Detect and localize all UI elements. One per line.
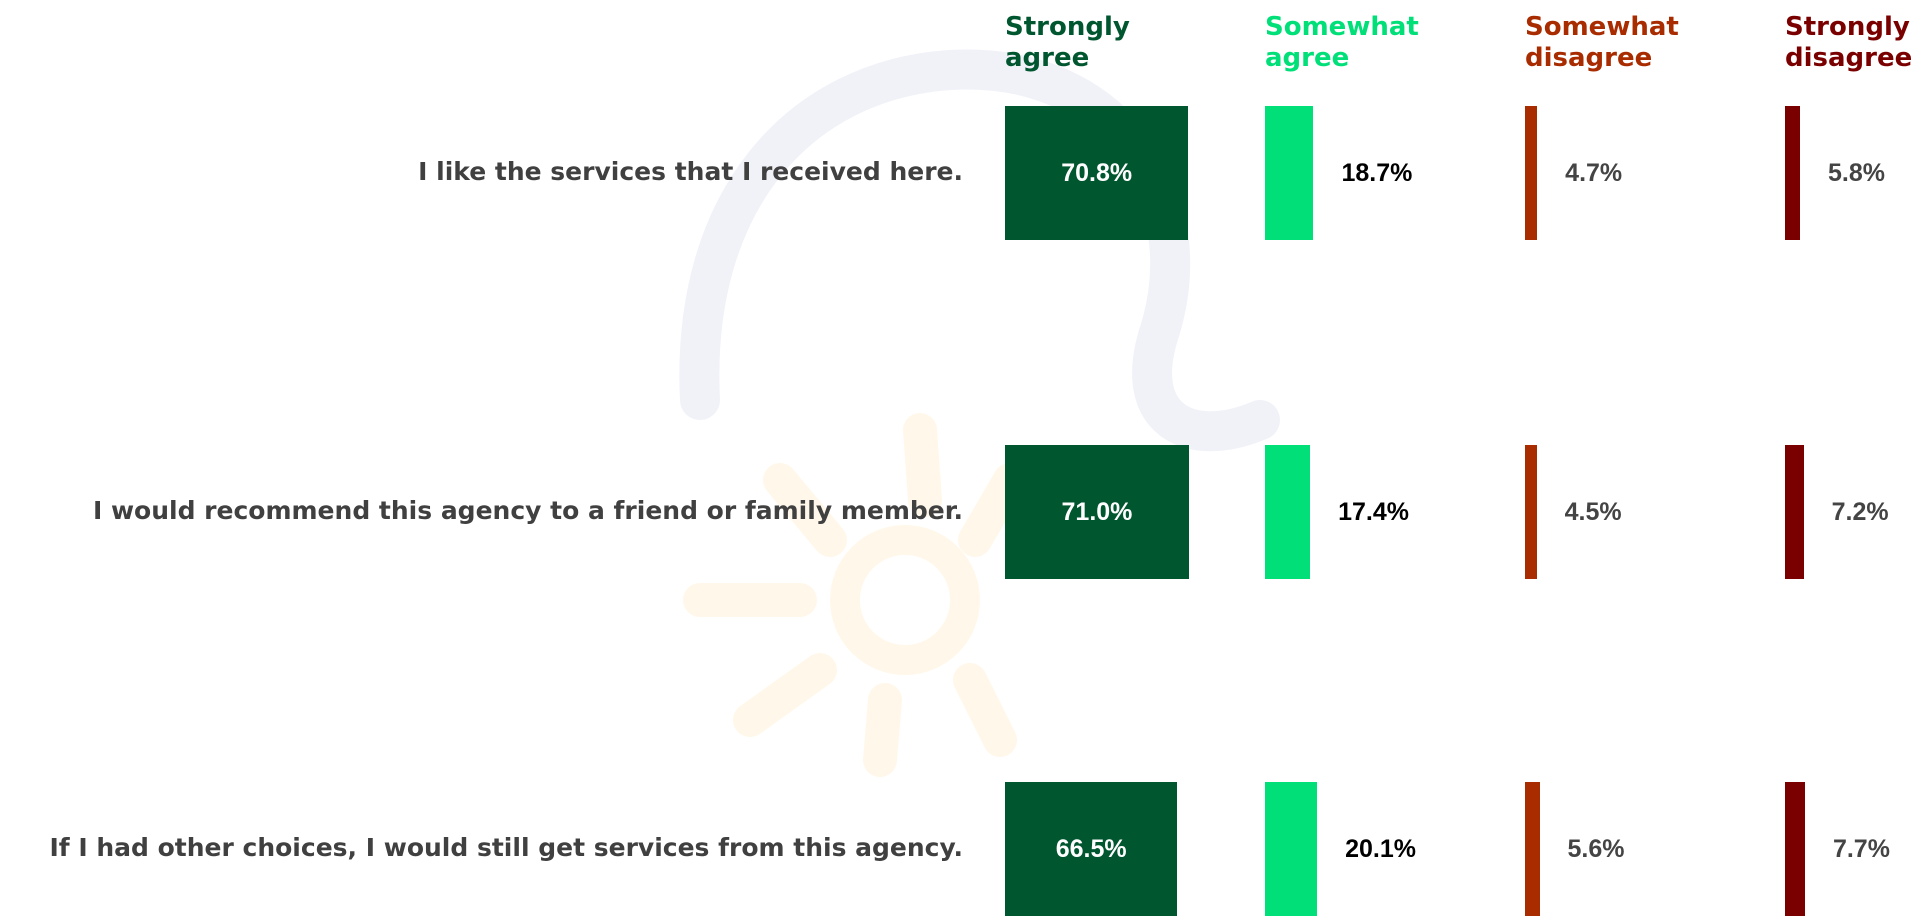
value-label: 70.8% (1061, 159, 1133, 187)
series-header: Strongly agree (1005, 12, 1130, 73)
value-label: 5.8% (1828, 159, 1885, 187)
bar (1265, 782, 1318, 916)
value-label: 4.7% (1565, 159, 1623, 187)
value-label: 17.4% (1338, 498, 1409, 526)
value-label: 7.7% (1832, 835, 1890, 863)
bar (1785, 106, 1801, 240)
bar (1005, 445, 1189, 579)
category-label: I like the services that I received here… (418, 157, 963, 186)
bar (1785, 782, 1805, 916)
bar (1785, 445, 1804, 579)
series-header: Somewhat disagree (1525, 12, 1679, 73)
value-label: 7.2% (1831, 498, 1889, 526)
bar (1525, 106, 1538, 240)
value-label: 18.7% (1341, 159, 1413, 187)
value-label: 4.5% (1564, 498, 1622, 526)
value-label: 20.1% (1345, 835, 1416, 863)
bar (1005, 106, 1189, 240)
bar (1265, 445, 1311, 579)
value-label: 66.5% (1055, 835, 1127, 863)
bar (1525, 782, 1540, 916)
category-label: If I had other choices, I would still ge… (49, 833, 963, 862)
value-label: 5.6% (1567, 835, 1625, 863)
bar (1525, 445, 1537, 579)
bar (1005, 782, 1178, 916)
value-label: 71.0% (1061, 498, 1133, 526)
bar (1265, 106, 1314, 240)
series-header: Strongly disagree (1785, 12, 1913, 73)
category-label: I would recommend this agency to a frien… (92, 496, 963, 525)
series-header: Somewhat agree (1265, 12, 1419, 73)
